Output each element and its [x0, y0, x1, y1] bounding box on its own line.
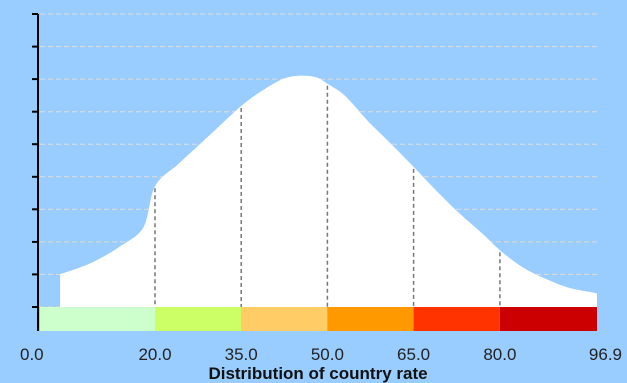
x-tick-label: 0.0 [20, 345, 44, 364]
x-tick-label: 35.0 [225, 345, 258, 364]
x-axis-title: Distribution of country rate [208, 364, 427, 383]
band-dividers [154, 85, 501, 307]
color-band [241, 307, 328, 331]
color-band [413, 307, 500, 331]
color-band [155, 307, 242, 331]
y-axis [32, 13, 39, 331]
x-tick-labels: 0.0 20.0 35.0 50.0 65.0 80.0 96.9 [20, 345, 622, 364]
color-band [40, 307, 155, 331]
color-band [327, 307, 414, 331]
color-bands [40, 307, 597, 331]
distribution-area [60, 75, 598, 307]
color-band [499, 307, 597, 331]
x-tick-label: 96.9 [589, 345, 622, 364]
x-tick-label: 50.0 [311, 345, 344, 364]
x-tick-label: 65.0 [397, 345, 430, 364]
x-tick-label: 80.0 [483, 345, 516, 364]
x-tick-label: 20.0 [138, 345, 171, 364]
